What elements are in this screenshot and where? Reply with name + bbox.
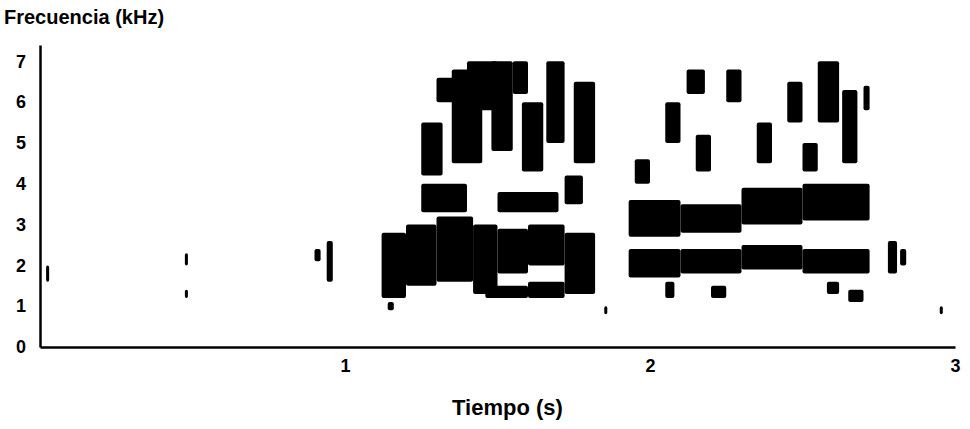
spectrogram-cell [46,265,49,281]
spectrogram-cell [803,184,870,221]
spectrogram-cell [803,249,870,273]
x-axis-tick: 1 [340,347,350,376]
spectrogram-cell [629,200,681,237]
y-axis-tick-label: 0 [16,337,26,357]
spectrogram-cell [565,233,596,294]
spectrogram-cell [382,233,406,298]
spectrogram-cell [185,290,188,298]
spectrogram-cell [513,61,528,94]
spectrogram-cell [787,82,802,123]
spectrogram-cell [848,290,863,302]
x-axis-tick-label: 3 [950,356,960,376]
spectrogram-cell [467,61,498,110]
y-axis-tick-label: 3 [16,215,26,235]
spectrogram-cell [665,282,674,298]
spectrogram-cell [900,249,906,265]
spectrogram-cell [681,204,742,233]
x-axis-tick-label: 1 [340,356,350,376]
plot-area [46,61,943,314]
spectrogram-cell [473,225,497,294]
y-axis-tick-label: 5 [16,133,26,153]
x-axis-line [41,346,956,349]
chart: 1 2 3 0 1 2 3 4 5 6 7 Frecuencia (kHz) Tiempo (s) [0,0,970,429]
x-axis-tick: 3 [950,347,960,376]
x-axis: 1 2 3 [41,347,961,376]
y-axis: 0 1 2 3 4 5 6 7 [16,46,41,358]
spectrogram-cell [421,123,442,176]
spectrogram-cell [315,249,321,261]
spectrogram-cell [635,159,650,183]
y-axis-tick: 0 [16,337,40,357]
spectrogram-cell [498,229,529,274]
spectrogram-cell [498,192,559,212]
spectrogram-cell [437,78,455,102]
spectrogram-cell [842,90,857,163]
y-axis-tick: 2 [16,256,40,276]
spectrogram-cell [742,188,803,225]
spectrogram-cell [528,225,565,266]
spectrogram-cell [406,225,437,286]
spectrogram-cell [546,61,564,143]
y-axis-tick: 1 [16,296,40,316]
spectrogram-cell [687,69,705,93]
spectrogram-cell [485,286,528,298]
spectrogram-cell [629,249,681,278]
x-axis-tick: 2 [645,347,655,376]
y-axis-tick-label: 6 [16,92,26,112]
spectrogram-cell [604,306,607,314]
spectrogram-cell [864,86,870,110]
y-axis-tick: 7 [16,52,40,72]
y-axis-title: Frecuencia (kHz) [4,6,164,28]
spectrogram-cell [522,102,543,171]
spectrogram-cell [565,176,583,205]
y-axis-tick-label: 2 [16,256,26,276]
spectrogram-cell [421,184,467,213]
spectrogram-cell [681,249,742,273]
y-axis-tick-label: 7 [16,52,26,72]
spectrogram-cell [726,69,741,102]
spectrogram-cell [742,245,803,269]
spectrogram-cell [711,286,726,298]
spectrogram-cell [185,253,188,265]
spectrogram-cell [827,282,839,294]
y-axis-tick-label: 4 [16,174,26,194]
spectrogram-cell [940,306,943,314]
spectrogram-cell [437,216,474,281]
y-axis-tick: 6 [16,92,40,112]
spectrogram-cell [327,241,333,282]
spectrogram-cell [388,302,394,310]
spectrogram-cell [757,123,772,164]
y-axis-tick: 5 [16,133,40,153]
spectrogram-cell [803,143,818,172]
spectrogram-cell [574,82,595,164]
spectrogram-cell [888,241,897,274]
x-axis-title: Tiempo (s) [452,395,563,420]
x-axis-tick-label: 2 [645,356,655,376]
spectrogram-cell [696,135,711,172]
y-axis-tick-label: 1 [16,296,26,316]
y-axis-line [39,46,42,348]
spectrogram-cell [528,282,565,298]
spectrogram-cell [665,102,680,143]
spectrogram-cell [818,61,839,122]
y-axis-tick: 4 [16,174,40,194]
y-axis-tick: 3 [16,215,40,235]
